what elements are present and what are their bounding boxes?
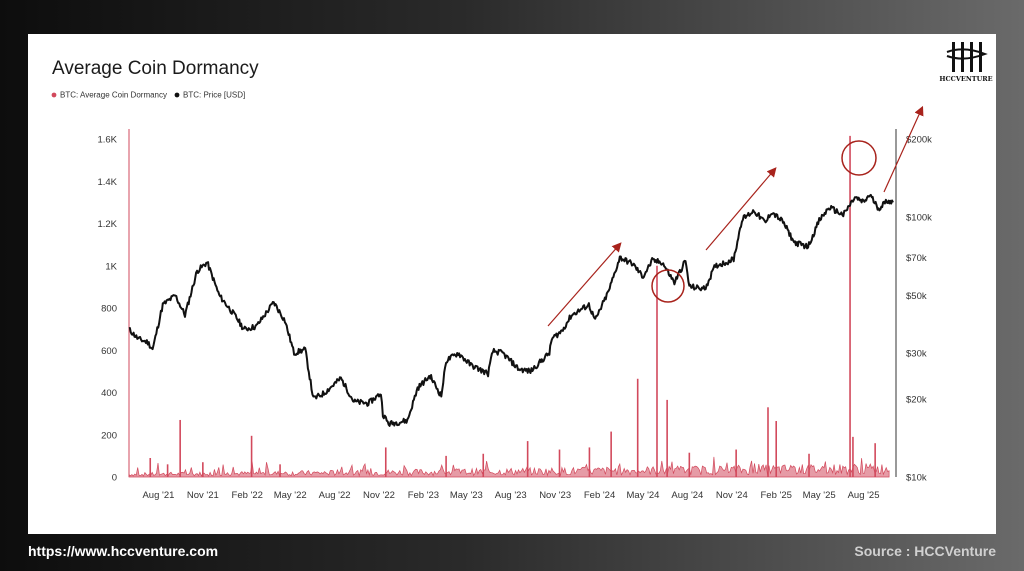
x-tick-label: Nov '23	[539, 490, 571, 501]
y-left-tick-label: 800	[101, 304, 117, 315]
x-tick-label: Aug '21	[142, 490, 174, 501]
website-link[interactable]: https://www.hccventure.com	[28, 543, 219, 559]
y-right-tick-label: $20k	[906, 394, 927, 405]
y-right-tick-label: $10k	[906, 473, 927, 484]
x-tick-label: Nov '22	[363, 490, 395, 501]
y-right-tick-label: $100k	[906, 213, 932, 224]
highlight-circle	[841, 140, 877, 176]
x-tick-label: Aug '25	[848, 490, 880, 501]
x-tick-label: Aug '23	[495, 490, 527, 501]
x-tick-label: Nov '21	[187, 490, 219, 501]
x-tick-label: Feb '24	[584, 490, 615, 501]
y-right-tick-label: $30k	[906, 349, 927, 360]
y-right-tick-label: $200k	[906, 135, 932, 146]
axes: 0 200 400 600 800 1K 1.2K 1.4K 1.6K $10k $20k $30k $…	[97, 129, 932, 501]
legend-label-dormancy: BTC: Average Coin Dormancy	[60, 91, 167, 100]
trend-arrow	[883, 105, 924, 193]
x-tick-label: Nov '24	[716, 490, 748, 501]
trend-arrow	[705, 167, 777, 251]
y-right-tick-label: $50k	[906, 291, 927, 302]
legend-label-price: BTC: Price [USD]	[183, 91, 245, 100]
legend-dot-dormancy	[51, 92, 57, 98]
y-left-tick-label: 600	[101, 346, 117, 357]
y-left-tick-label: 1.4K	[97, 177, 117, 188]
dormancy-baseline-area	[128, 456, 890, 478]
y-left-tick-label: 1.2K	[97, 219, 117, 230]
x-tick-label: Feb '25	[761, 490, 792, 501]
y-left-tick-label: 200	[101, 430, 117, 441]
x-tick-label: May '25	[803, 490, 836, 501]
x-tick-label: Aug '22	[319, 490, 351, 501]
x-tick-label: May '23	[450, 490, 483, 501]
y-left-tick-label: 400	[101, 388, 117, 399]
y-right-tick-label: $70k	[906, 253, 927, 264]
x-tick-label: Feb '23	[408, 490, 439, 501]
y-left-tick-label: 0	[112, 473, 117, 484]
chart-title: Average Coin Dormancy	[52, 58, 259, 79]
y-left-tick-label: 1K	[105, 261, 117, 272]
price-line	[128, 193, 894, 427]
y-left-tick-label: 1.6K	[97, 135, 117, 146]
legend-dot-price	[174, 92, 180, 98]
price-series	[128, 193, 894, 427]
dormancy-series	[128, 135, 890, 478]
logo-text: HCCVENTURE	[939, 75, 992, 83]
chart: Average Coin Dormancy BTC: Average Coin …	[51, 42, 993, 501]
annotations	[547, 105, 924, 327]
source-credit: Source : HCCVenture	[854, 543, 996, 559]
x-tick-label: Aug '24	[671, 490, 703, 501]
x-tick-label: May '24	[627, 490, 660, 501]
logo: HCCVENTURE	[939, 42, 993, 83]
trend-arrow	[547, 242, 622, 327]
legend: BTC: Average Coin Dormancy BTC: Price [U…	[51, 91, 245, 100]
highlight-circle	[651, 269, 685, 303]
x-tick-label: Feb '22	[232, 490, 263, 501]
chart-card: Average Coin Dormancy BTC: Average Coin …	[28, 34, 996, 534]
x-tick-label: May '22	[274, 490, 307, 501]
